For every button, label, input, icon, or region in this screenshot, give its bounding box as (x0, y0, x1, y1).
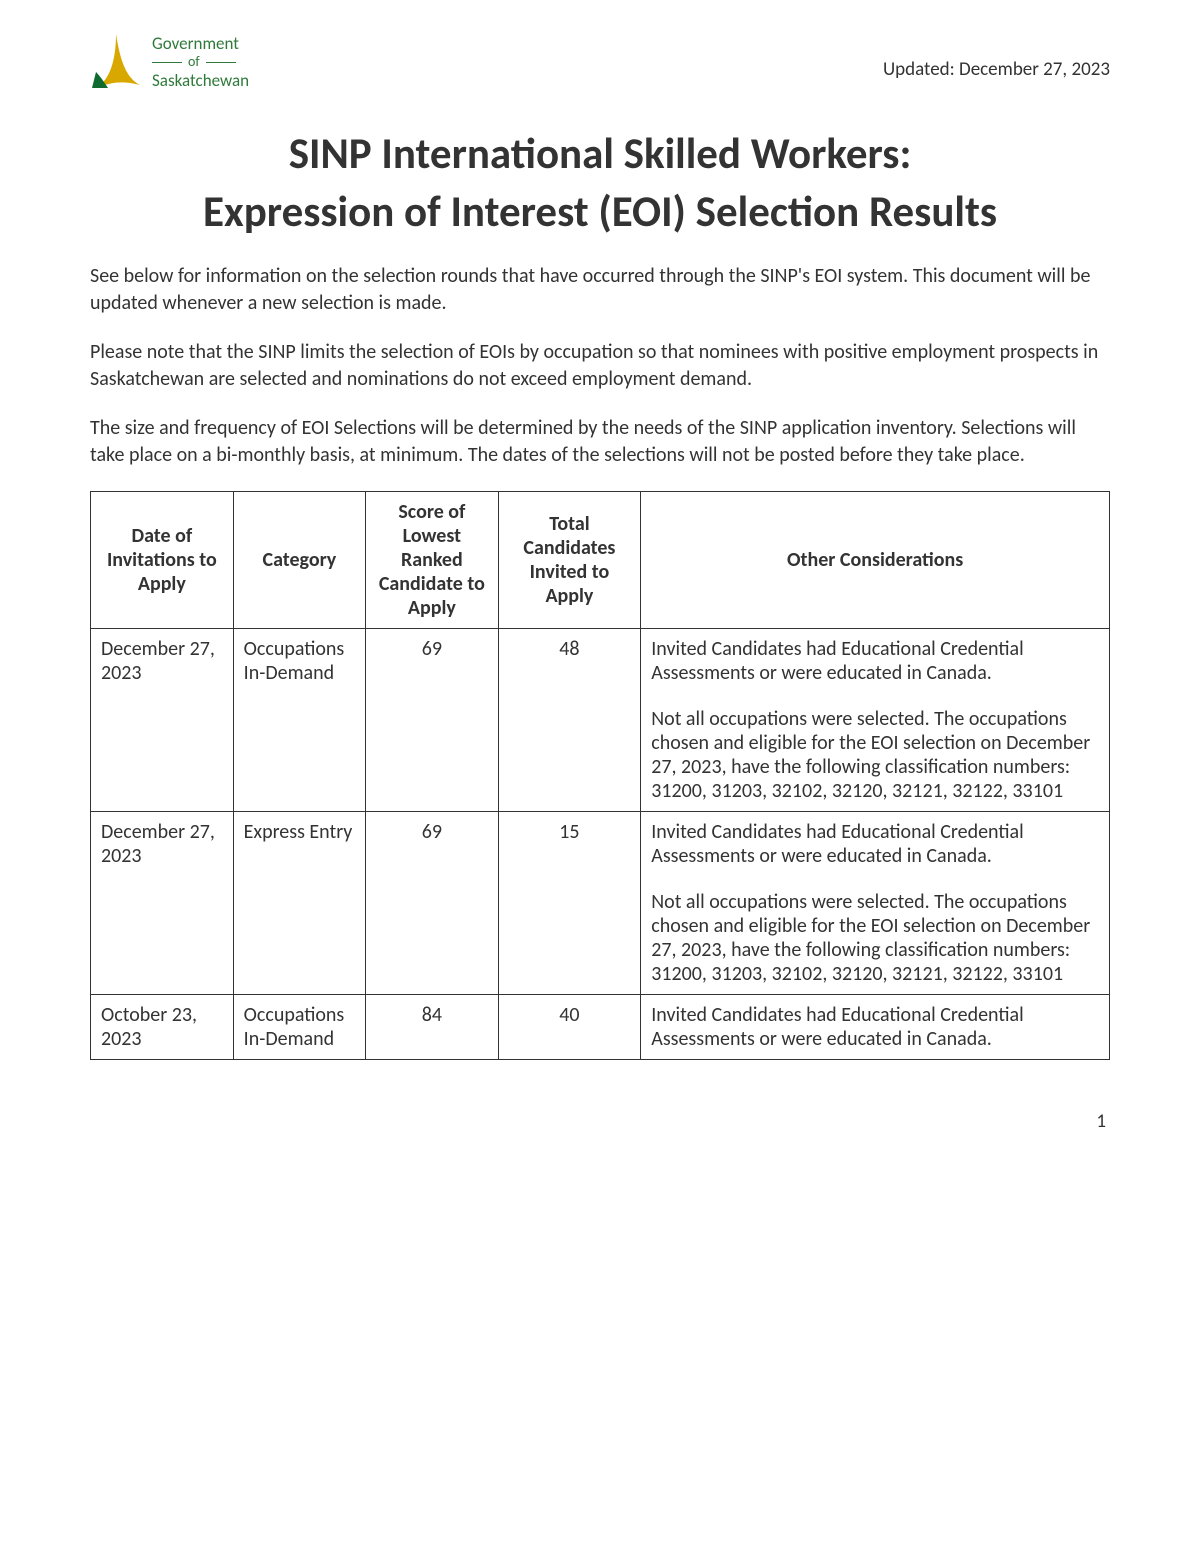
cell-date: December 27, 2023 (91, 812, 234, 995)
page-title: SINP International Skilled Workers: Expr… (90, 125, 1110, 241)
cell-total: 48 (498, 629, 641, 812)
cell-other: Invited Candidates had Educational Crede… (641, 812, 1110, 995)
intro-p2: Please note that the SINP limits the sel… (90, 339, 1110, 393)
col-header-other: Other Considerations (641, 492, 1110, 629)
cell-score: 84 (366, 995, 498, 1060)
cell-total: 15 (498, 812, 641, 995)
table-header-row: Date of Invitations to Apply Category Sc… (91, 492, 1110, 629)
cell-other: Invited Candidates had Educational Crede… (641, 629, 1110, 812)
cell-date: December 27, 2023 (91, 629, 234, 812)
logo-line2: Saskatchewan (152, 71, 249, 91)
title-line-1: SINP International Skilled Workers: (289, 127, 912, 180)
rule-right (206, 62, 236, 63)
cell-category: Occupations In-Demand (233, 995, 365, 1060)
logo: Government of Saskatchewan (90, 30, 249, 95)
cell-date: October 23, 2023 (91, 995, 234, 1060)
rule-left (152, 62, 182, 63)
table-row: December 27, 2023 Express Entry 69 15 In… (91, 812, 1110, 995)
selection-results-table: Date of Invitations to Apply Category Sc… (90, 491, 1110, 1060)
logo-icon (90, 30, 142, 95)
logo-of: of (188, 54, 200, 71)
logo-of-line: of (152, 54, 249, 71)
col-header-category: Category (233, 492, 365, 629)
logo-text: Government of Saskatchewan (152, 34, 249, 92)
intro-p1: See below for information on the selecti… (90, 263, 1110, 317)
intro-section: See below for information on the selecti… (90, 263, 1110, 469)
col-header-total: Total Candidates Invited to Apply (498, 492, 641, 629)
title-line-2: Expression of Interest (EOI) Selection R… (203, 185, 997, 238)
col-header-score: Score of Lowest Ranked Candidate to Appl… (366, 492, 498, 629)
cell-score: 69 (366, 812, 498, 995)
cell-category: Express Entry (233, 812, 365, 995)
col-header-date: Date of Invitations to Apply (91, 492, 234, 629)
cell-category: Occupations In-Demand (233, 629, 365, 812)
updated-date: Updated: December 27, 2023 (883, 30, 1110, 81)
cell-score: 69 (366, 629, 498, 812)
cell-other: Invited Candidates had Educational Crede… (641, 995, 1110, 1060)
table-row: December 27, 2023 Occupations In-Demand … (91, 629, 1110, 812)
other-p1: Invited Candidates had Educational Crede… (651, 1003, 1099, 1051)
header-row: Government of Saskatchewan Updated: Dece… (90, 30, 1110, 95)
page-number: 1 (90, 1110, 1110, 1133)
other-p1: Invited Candidates had Educational Crede… (651, 820, 1099, 868)
other-p2: Not all occupations were selected. The o… (651, 890, 1099, 962)
other-p3: 31200, 31203, 32102, 32120, 32121, 32122… (651, 962, 1099, 986)
logo-line1: Government (152, 34, 249, 54)
other-p1: Invited Candidates had Educational Crede… (651, 637, 1099, 685)
table-row: October 23, 2023 Occupations In-Demand 8… (91, 995, 1110, 1060)
cell-total: 40 (498, 995, 641, 1060)
other-p3: 31200, 31203, 32102, 32120, 32121, 32122… (651, 779, 1099, 803)
intro-p3: The size and frequency of EOI Selections… (90, 415, 1110, 469)
other-p2: Not all occupations were selected. The o… (651, 707, 1099, 779)
document-page: Government of Saskatchewan Updated: Dece… (0, 0, 1200, 1173)
